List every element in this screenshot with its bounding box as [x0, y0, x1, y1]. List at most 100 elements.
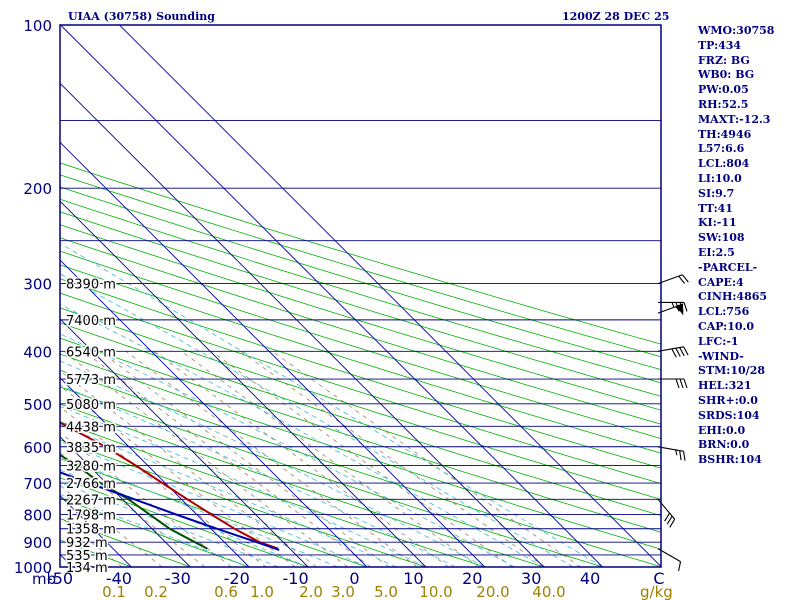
dry-adiabat-line [60, 278, 661, 469]
wind-barb [657, 498, 676, 528]
pressure-tick-label: 800 [23, 507, 52, 525]
index-item: WMO:30758 [698, 24, 775, 37]
height-label: 7400 m [66, 314, 116, 329]
mixing-ratio-label: 3.0 [331, 583, 355, 600]
wind-barb [658, 378, 688, 389]
background-grid [0, 25, 661, 567]
dry-adiabat-line [60, 458, 368, 567]
isotherm-line [0, 25, 14, 567]
y-unit-label: mb [32, 570, 56, 588]
isotherm-line [60, 82, 545, 567]
height-label: 5773 m [66, 373, 116, 388]
index-item: LI:10.0 [698, 171, 742, 185]
index-item: -PARCEL- [698, 260, 758, 274]
index-item: FRZ: BG [698, 53, 750, 67]
mixing-ratio-label: 20.0 [476, 583, 509, 600]
pressure-tick-label: 300 [23, 276, 52, 294]
temperature-tick-label: 20 [462, 569, 482, 588]
plot-frame [59, 24, 662, 568]
index-item: WB0: BG [698, 68, 755, 82]
isotherm-line [60, 436, 191, 567]
temperature-tick-label: 0 [349, 569, 359, 588]
dry-adiabat-line [60, 186, 661, 371]
temperature-tick-label: 40 [580, 569, 600, 588]
index-item: L57:6.6 [698, 142, 745, 156]
sounding-traces [60, 421, 280, 551]
wind-barb [657, 346, 689, 358]
isotherm-line [60, 377, 250, 567]
height-label: 5080 m [66, 398, 116, 413]
wind-barb [657, 274, 689, 285]
index-item: HEL:321 [698, 379, 752, 393]
dry-adiabat-line [60, 198, 661, 384]
isotherm-line [60, 318, 309, 567]
dry-adiabat-line [60, 174, 661, 358]
index-item: CAPE:4 [698, 275, 744, 289]
wind-barb [657, 446, 686, 461]
height-label: 4438 m [66, 420, 116, 435]
dry-adiabat-line [60, 307, 661, 500]
dry-adiabat-line [60, 162, 661, 345]
isotherm-line [60, 200, 427, 567]
temperature-tick-label: -20 [224, 569, 250, 588]
isotherm-line [60, 259, 368, 567]
moist-adiabat-line [60, 469, 309, 567]
height-label: 8390 m [66, 278, 116, 293]
mixing-ratio-label: 0.2 [144, 583, 168, 600]
index-item: TH:4946 [698, 127, 752, 141]
height-label: 3835 m [66, 441, 116, 456]
index-item: STM:10/28 [698, 364, 765, 378]
dry-adiabat-line [60, 439, 427, 567]
isotherm-line [60, 25, 603, 567]
temperature-trace [60, 421, 279, 550]
mixing-ratio-label: 5.0 [374, 583, 398, 600]
isotherm-line [60, 141, 486, 567]
index-item: MAXT:-12.3 [698, 112, 771, 126]
pressure-tick-label: 100 [23, 17, 52, 35]
wind-barb [657, 303, 684, 316]
pressure-tick-label: 500 [23, 396, 52, 414]
index-item: BRN:0.0 [698, 438, 750, 452]
dry-adiabat-line [60, 224, 661, 411]
temperature-tick-label: -50 [47, 569, 73, 588]
index-item: CAP:10.0 [698, 319, 755, 333]
pressure-tick-label: 600 [23, 439, 52, 457]
index-item: RH:52.5 [698, 97, 749, 111]
x-unit-label: C [653, 569, 664, 588]
dewpoint-trace [60, 453, 208, 550]
index-panel: WMO:30758 TP:434 FRZ: BG WB0: BG PW:0.05 RH:5… [698, 24, 798, 468]
mixing-ratio-label: 1.0 [250, 583, 274, 600]
height-label: 1358 m [66, 523, 116, 538]
temperature-tick-label: -10 [283, 569, 309, 588]
index-item: PW:0.05 [698, 83, 749, 97]
index-item: EI:2.5 [698, 245, 735, 259]
moist-adiabat-line [60, 494, 250, 567]
mixing-ratio-unit: g/kg [640, 583, 673, 600]
dry-adiabat-line [60, 337, 661, 533]
index-item: SI:9.7 [698, 186, 735, 200]
pressure-tick-label: 900 [23, 534, 52, 552]
dry-adiabat-line [60, 322, 661, 517]
mixing-ratio-label: 10.0 [419, 583, 452, 600]
temperature-tick-label: -40 [106, 569, 132, 588]
pressure-tick-label: 1000 [14, 559, 52, 577]
index-item: SHR+:0.0 [698, 393, 758, 407]
index-item: LCL:756 [698, 305, 750, 319]
height-label: 1798 m [66, 509, 116, 524]
height-label: 535 m [66, 549, 108, 564]
moist-adiabat-line [60, 273, 574, 567]
pressure-tick-label: 400 [23, 343, 52, 361]
pressure-tick-label: 700 [23, 475, 52, 493]
index-item: TP:434 [698, 38, 742, 52]
height-label: 134 m [66, 561, 108, 576]
index-item: EHI:0.0 [698, 423, 746, 437]
isotherm-line [119, 25, 661, 567]
temperature-tick-label: -30 [165, 569, 191, 588]
dry-adiabat-line [60, 250, 661, 439]
index-item: KI:-11 [698, 216, 737, 230]
height-label: 6540 m [66, 345, 116, 360]
moist-adiabat-line [60, 482, 279, 567]
dry-adiabat-line [60, 237, 661, 425]
index-item: -WIND- [698, 349, 744, 363]
